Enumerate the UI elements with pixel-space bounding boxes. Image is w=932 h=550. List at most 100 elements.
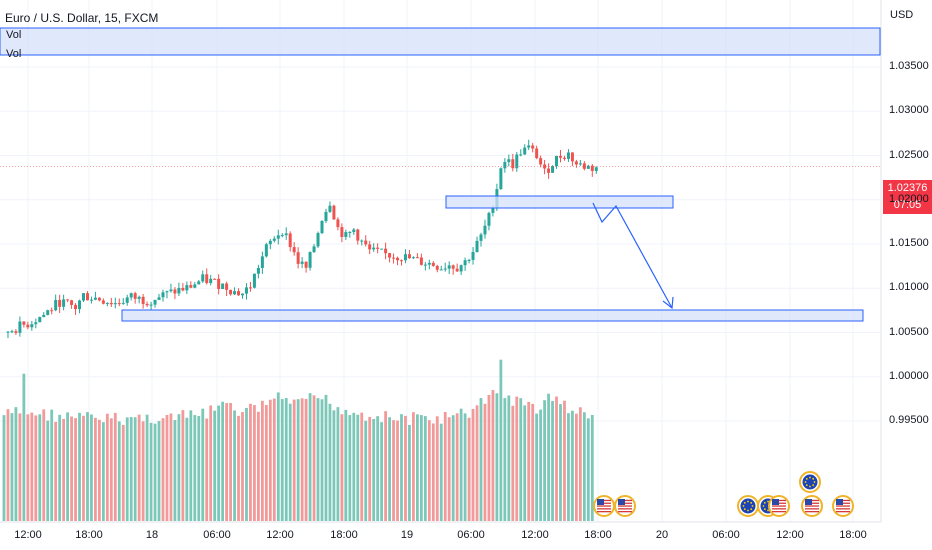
eu-star: [767, 509, 769, 512]
candle-body: [396, 257, 400, 261]
volume-bar: [455, 413, 459, 521]
us-event-icon[interactable]: [768, 495, 790, 517]
economic-events[interactable]: [593, 471, 854, 517]
resistance-zone[interactable]: [445, 195, 674, 209]
volume-bar: [113, 412, 117, 521]
candle-body: [403, 254, 407, 261]
eu-star: [750, 501, 753, 504]
eu-star: [742, 505, 745, 507]
chart-grid: [0, 0, 880, 522]
candle-body: [523, 147, 527, 155]
candle-body: [543, 164, 547, 169]
volume-bar: [26, 414, 30, 521]
candle-body: [487, 212, 491, 226]
volume-bar: [105, 413, 109, 521]
time-axis-label: 06:00: [457, 529, 485, 541]
candle-body: [400, 260, 403, 262]
candle-body: [89, 299, 93, 301]
candle-body: [368, 244, 372, 250]
last-price-tag: 1.02376: [883, 180, 932, 197]
eu-star: [813, 481, 816, 483]
eu-star: [812, 477, 815, 480]
volume-bar: [499, 359, 503, 521]
volume-bar: [400, 414, 403, 521]
volume-bar: [376, 416, 380, 521]
eu-star: [812, 484, 815, 487]
eu-event-icon[interactable]: [799, 471, 821, 493]
us-event-icon[interactable]: [801, 495, 823, 517]
candle-body: [161, 292, 165, 298]
volume-bar: [396, 420, 399, 521]
candle-body: [511, 159, 515, 169]
candle-body: [233, 291, 237, 295]
volume-bar: [189, 410, 193, 521]
candle-body: [125, 297, 129, 303]
volume-bar: [249, 403, 252, 521]
us-event-icon[interactable]: [593, 495, 615, 517]
candle-body: [256, 267, 260, 274]
volume-bar: [575, 413, 578, 521]
candle-body: [145, 303, 149, 306]
volume-label[interactable]: Vol: [6, 48, 22, 60]
volume-bar: [332, 410, 336, 521]
drawings[interactable]: [0, 27, 881, 322]
candle-body: [388, 253, 392, 258]
arrow-head: [662, 296, 674, 310]
volume-bar: [14, 407, 18, 521]
volume-bar: [352, 412, 356, 521]
eu-event-icon[interactable]: [737, 495, 759, 517]
us-stripe: [597, 505, 611, 507]
volume-bar: [46, 420, 50, 521]
candle-body: [435, 265, 439, 270]
volume-bar: [161, 418, 165, 521]
time-axis-label: 18:00: [584, 529, 612, 541]
volume-bar: [368, 416, 372, 521]
volume-bar: [121, 424, 125, 521]
time-axis-label: 12:00: [14, 529, 42, 541]
candle-body: [229, 289, 233, 295]
price-axis-label: 1.02500: [889, 148, 929, 161]
eu-star: [805, 477, 808, 480]
price-candles: [0, 139, 882, 339]
volume-bar: [205, 418, 209, 521]
eu-star: [751, 505, 754, 507]
candle-body: [66, 299, 70, 301]
volume-bar: [82, 415, 85, 521]
candle-body: [415, 257, 419, 259]
volume-label[interactable]: Vol: [6, 29, 22, 41]
us-event-icon[interactable]: [614, 495, 636, 517]
volume-bar: [241, 412, 244, 521]
volume-bar: [384, 411, 387, 521]
volume-bar: [62, 418, 66, 521]
volume-bar: [70, 416, 73, 521]
candle-body: [308, 252, 312, 268]
volume-bar: [233, 410, 236, 521]
candle-body: [356, 229, 360, 241]
volume-pane-highlight[interactable]: [0, 27, 881, 56]
us-event-icon[interactable]: [832, 495, 854, 517]
candle-body: [431, 262, 435, 266]
currency-label[interactable]: USD: [890, 9, 914, 21]
price-axis-label: 1.02000: [889, 192, 929, 205]
candle-body: [264, 244, 268, 257]
volume-bar: [404, 415, 407, 521]
time-axis-label: 18:00: [330, 529, 358, 541]
candle-body: [244, 287, 248, 294]
candle-body: [193, 284, 197, 288]
time-axis-label: 12:00: [521, 529, 549, 541]
candle-body: [312, 246, 316, 253]
us-stripe: [805, 511, 819, 513]
time-axis-label: 18: [145, 529, 159, 541]
candle-body: [555, 155, 559, 167]
volume-bar: [6, 409, 10, 521]
volume-bar: [507, 395, 511, 521]
price-axis-label: 1.01000: [889, 281, 929, 294]
us-canton: [772, 499, 779, 505]
volume-bar: [527, 401, 531, 521]
eu-star: [750, 508, 753, 511]
projection-arrow[interactable]: [592, 202, 673, 309]
candle-body: [304, 261, 308, 268]
volume-bar: [567, 413, 570, 521]
support-zone[interactable]: [121, 309, 864, 322]
